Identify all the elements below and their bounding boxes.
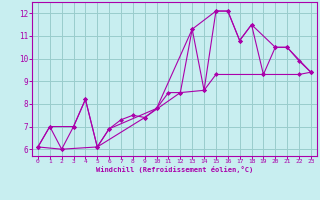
X-axis label: Windchill (Refroidissement éolien,°C): Windchill (Refroidissement éolien,°C) <box>96 166 253 173</box>
